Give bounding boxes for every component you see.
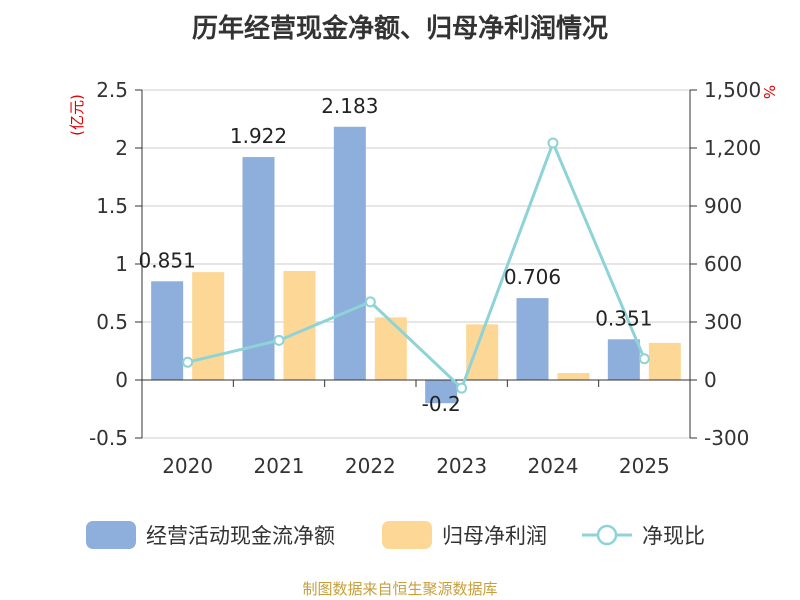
- source-note: 制图数据来自恒生聚源数据库: [302, 580, 498, 598]
- bar-data-label: 0.351: [595, 306, 652, 330]
- legend-item: 净现比: [582, 524, 705, 548]
- legend-swatch: [382, 521, 432, 549]
- ratio-line: [182, 137, 650, 394]
- bar-net-profit: [283, 270, 316, 380]
- right-tick-label: 300: [704, 310, 742, 334]
- legend: 经营活动现金流净额 归母净利润 净现比: [86, 521, 705, 549]
- bar-operating-cashflow: [516, 298, 549, 380]
- ratio-point: [638, 353, 650, 365]
- bar-data-label: 1.922: [230, 124, 287, 148]
- bar-operating-cashflow: [151, 281, 184, 380]
- ratio-point: [547, 137, 559, 149]
- bar-operating-cashflow: [607, 339, 640, 380]
- axes: -0.5 0 0.5 1 1.5 2 2.5 -300 0 300 600 900 1,200 1,500…: [68, 78, 778, 478]
- bar-data-label: 0.706: [504, 265, 561, 289]
- bar-data-label: -0.2: [422, 392, 461, 416]
- right-tick-label: 900: [704, 194, 742, 218]
- ratio-point: [456, 382, 468, 394]
- left-tick-label: 0: [115, 368, 128, 392]
- x-tick-label: 2022: [345, 454, 396, 478]
- x-tick-label: 2025: [619, 454, 670, 478]
- left-tick-label: 0.5: [96, 310, 128, 334]
- left-tick-label: 2: [115, 136, 128, 160]
- left-tick-label: 1.5: [96, 194, 128, 218]
- legend-item: 归母净利润: [382, 521, 547, 549]
- ratio-point: [273, 334, 285, 346]
- left-axis-unit: (亿元): [68, 94, 86, 136]
- ratio-polyline: [187, 138, 646, 391]
- x-tick-label: 2020: [162, 454, 213, 478]
- legend-swatch: [86, 521, 136, 549]
- bar-operating-cashflow: [333, 126, 366, 380]
- bar-net-profit: [374, 317, 407, 380]
- ratio-point: [364, 296, 376, 308]
- bars: [151, 126, 681, 404]
- bar-data-label: 0.851: [139, 248, 196, 272]
- legend-label: 净现比: [642, 524, 705, 548]
- x-tick-label: 2023: [436, 454, 487, 478]
- left-tick-label: 1: [115, 252, 128, 276]
- bar-data-label: 2.183: [321, 94, 378, 118]
- bar-net-profit: [557, 373, 590, 380]
- legend-item: 经营活动现金流净额: [86, 521, 335, 549]
- bar-net-profit: [648, 342, 681, 380]
- x-tick-label: 2024: [528, 454, 579, 478]
- left-tick-label: -0.5: [89, 426, 128, 450]
- left-tick-label: 2.5: [96, 78, 128, 102]
- grid-lines: [142, 89, 690, 439]
- chart-title: 历年经营现金净额、归母净利润情况: [191, 14, 608, 44]
- right-tick-label: -300: [704, 426, 749, 450]
- right-tick-label: 0: [704, 368, 717, 392]
- legend-label: 归母净利润: [442, 524, 547, 548]
- bar-operating-cashflow: [425, 380, 458, 404]
- right-axis-unit: %: [760, 85, 778, 99]
- right-tick-label: 600: [704, 252, 742, 276]
- bar-net-profit: [192, 272, 225, 380]
- legend-marker: [596, 524, 618, 546]
- right-tick-label: 1,500: [704, 78, 761, 102]
- x-tick-label: 2021: [254, 454, 305, 478]
- data-labels: 0.851 1.922 2.183 -0.2 0.706 0.351: [139, 94, 653, 416]
- ratio-point: [182, 356, 194, 368]
- legend-label: 经营活动现金流净额: [146, 524, 335, 548]
- right-tick-label: 1,200: [704, 136, 761, 160]
